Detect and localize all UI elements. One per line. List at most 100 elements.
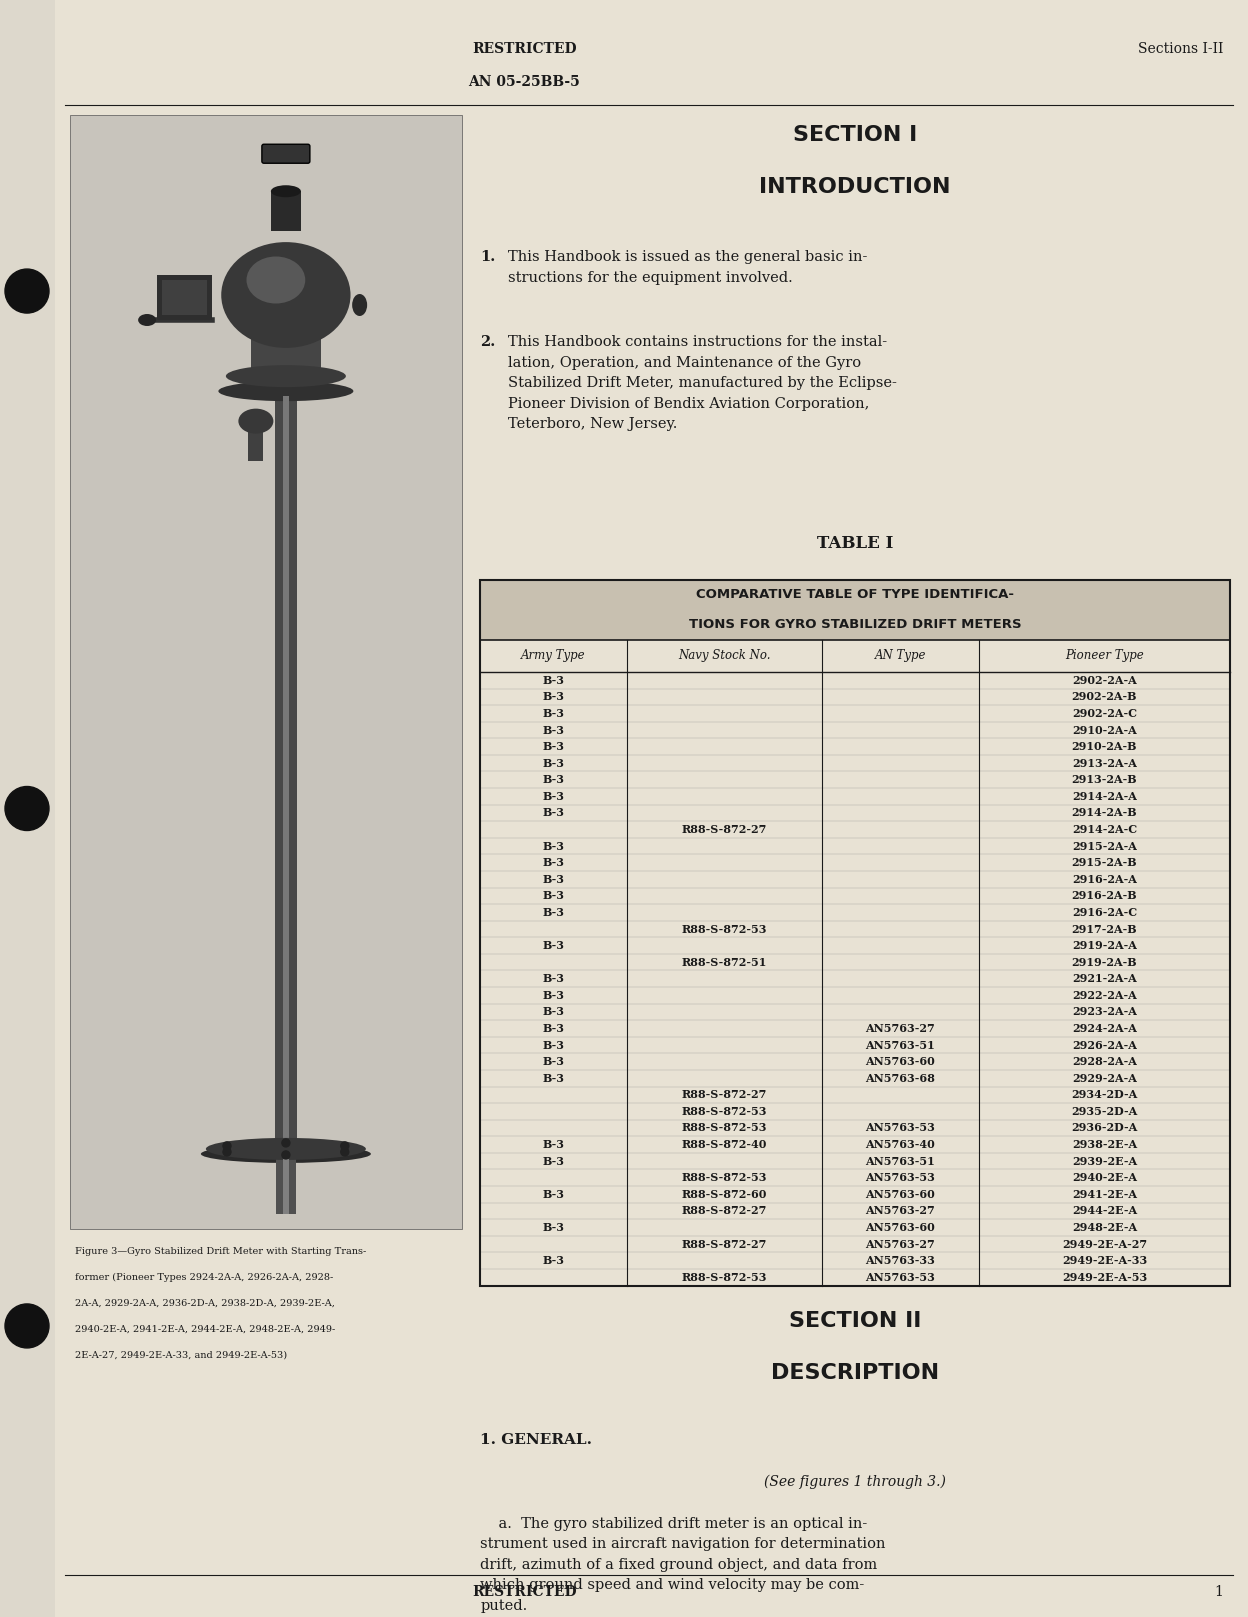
Text: AN5763-27: AN5763-27: [865, 1205, 935, 1216]
Text: B-3: B-3: [543, 1188, 564, 1200]
Text: B-3: B-3: [543, 1255, 564, 1266]
Text: TIONS FOR GYRO STABILIZED DRIFT METERS: TIONS FOR GYRO STABILIZED DRIFT METERS: [689, 618, 1022, 631]
Text: 1.: 1.: [480, 251, 495, 264]
Text: R88-S-872-51: R88-S-872-51: [681, 957, 766, 967]
Text: Pioneer Type: Pioneer Type: [1065, 650, 1144, 663]
Circle shape: [5, 1303, 49, 1349]
Text: B-3: B-3: [543, 674, 564, 686]
Text: 2924-2A-A: 2924-2A-A: [1072, 1024, 1137, 1033]
Text: B-3: B-3: [543, 907, 564, 918]
Text: 2914-2A-A: 2914-2A-A: [1072, 791, 1137, 802]
Text: DESCRIPTION: DESCRIPTION: [771, 1363, 940, 1383]
Text: former (Pioneer Types 2924-2A-A, 2926-2A-A, 2928-: former (Pioneer Types 2924-2A-A, 2926-2A…: [75, 1273, 333, 1282]
Ellipse shape: [201, 1145, 371, 1163]
Text: 2940-2E-A: 2940-2E-A: [1072, 1172, 1137, 1184]
Text: 2949-2E-A-27: 2949-2E-A-27: [1062, 1239, 1147, 1250]
Text: This Handbook is issued as the general basic in-
structions for the equipment in: This Handbook is issued as the general b…: [508, 251, 867, 285]
Text: This Handbook contains instructions for the instal-
lation, Operation, and Maint: This Handbook contains instructions for …: [508, 335, 897, 432]
Text: B-3: B-3: [543, 775, 564, 786]
Text: 1. GENERAL.: 1. GENERAL.: [480, 1433, 593, 1447]
Text: B-3: B-3: [543, 1006, 564, 1017]
Text: AN 05-25BB-5: AN 05-25BB-5: [468, 74, 580, 89]
Text: B-3: B-3: [543, 708, 564, 720]
Ellipse shape: [226, 365, 346, 386]
Text: 2910-2A-A: 2910-2A-A: [1072, 724, 1137, 736]
Text: 2939-2E-A: 2939-2E-A: [1072, 1156, 1137, 1166]
Text: 2940-2E-A, 2941-2E-A, 2944-2E-A, 2948-2E-A, 2949-: 2940-2E-A, 2941-2E-A, 2944-2E-A, 2948-2E…: [75, 1324, 336, 1334]
Text: B-3: B-3: [543, 807, 564, 818]
Text: (See figures 1 through 3.): (See figures 1 through 3.): [764, 1475, 946, 1489]
Bar: [162, 280, 207, 315]
Text: 2919-2A-A: 2919-2A-A: [1072, 939, 1137, 951]
Text: 2913-2A-B: 2913-2A-B: [1072, 775, 1137, 786]
FancyBboxPatch shape: [262, 144, 310, 163]
Ellipse shape: [352, 294, 367, 315]
Text: R88-S-872-40: R88-S-872-40: [681, 1138, 766, 1150]
Text: B-3: B-3: [543, 891, 564, 901]
Text: B-3: B-3: [543, 1222, 564, 1234]
Text: R88-S-872-53: R88-S-872-53: [681, 1172, 766, 1184]
Text: 2948-2E-A: 2948-2E-A: [1072, 1222, 1137, 1234]
Text: R88-S-872-53: R88-S-872-53: [681, 1106, 766, 1117]
Text: 2916-2A-C: 2916-2A-C: [1072, 907, 1137, 918]
Text: 2926-2A-A: 2926-2A-A: [1072, 1040, 1137, 1051]
Text: B-3: B-3: [543, 758, 564, 768]
Text: AN5763-27: AN5763-27: [865, 1024, 935, 1033]
Text: B-3: B-3: [543, 692, 564, 702]
Text: B-3: B-3: [543, 1040, 564, 1051]
Text: 2902-2A-B: 2902-2A-B: [1072, 692, 1137, 702]
Ellipse shape: [139, 314, 156, 327]
Text: Figure 3—Gyro Stabilized Drift Meter with Starting Trans-: Figure 3—Gyro Stabilized Drift Meter wit…: [75, 1247, 366, 1256]
Text: 2914-2A-B: 2914-2A-B: [1072, 807, 1137, 818]
Text: TABLE I: TABLE I: [817, 535, 894, 551]
Text: Army Type: Army Type: [522, 650, 585, 663]
Text: R88-S-872-53: R88-S-872-53: [681, 1271, 766, 1282]
Bar: [283, 396, 288, 1150]
Text: AN5763-60: AN5763-60: [865, 1222, 935, 1234]
Bar: [283, 1159, 288, 1214]
Text: AN5763-53: AN5763-53: [865, 1122, 935, 1134]
Ellipse shape: [238, 409, 273, 433]
Circle shape: [223, 1142, 231, 1150]
Text: B-3: B-3: [543, 990, 564, 1001]
Bar: [0, 0, 55, 1617]
Text: 2944-2E-A: 2944-2E-A: [1072, 1205, 1137, 1216]
Text: B-3: B-3: [543, 1072, 564, 1083]
Text: AN5763-51: AN5763-51: [865, 1040, 935, 1051]
Text: B-3: B-3: [543, 1156, 564, 1166]
Bar: [70, 115, 462, 1229]
Text: AN5763-53: AN5763-53: [865, 1271, 935, 1282]
Text: B-3: B-3: [543, 1024, 564, 1033]
Text: Navy Stock No.: Navy Stock No.: [678, 650, 770, 663]
Circle shape: [5, 268, 49, 314]
Text: B-3: B-3: [543, 857, 564, 868]
Text: 1: 1: [1214, 1585, 1223, 1599]
Text: AN5763-33: AN5763-33: [865, 1255, 935, 1266]
Text: 2949-2E-A-33: 2949-2E-A-33: [1062, 1255, 1147, 1266]
Bar: [248, 420, 263, 461]
Circle shape: [341, 1142, 348, 1150]
Text: B-3: B-3: [543, 1138, 564, 1150]
Bar: [157, 275, 212, 320]
Text: 2928-2A-A: 2928-2A-A: [1072, 1056, 1137, 1067]
Text: 2935-2D-A: 2935-2D-A: [1071, 1106, 1138, 1117]
Circle shape: [282, 1151, 290, 1159]
Text: AN5763-51: AN5763-51: [865, 1156, 935, 1166]
Bar: [276, 1159, 296, 1214]
Text: B-3: B-3: [543, 1056, 564, 1067]
Text: SECTION I: SECTION I: [794, 125, 917, 146]
Text: AN5763-53: AN5763-53: [865, 1172, 935, 1184]
Text: 2902-2A-C: 2902-2A-C: [1072, 708, 1137, 720]
Circle shape: [5, 786, 49, 831]
Text: 2921-2A-A: 2921-2A-A: [1072, 973, 1137, 985]
Text: AN5763-68: AN5763-68: [865, 1072, 935, 1083]
Text: R88-S-872-27: R88-S-872-27: [681, 1205, 766, 1216]
Text: 2E-A-27, 2949-2E-A-33, and 2949-2E-A-53): 2E-A-27, 2949-2E-A-33, and 2949-2E-A-53): [75, 1350, 287, 1360]
Text: AN5763-40: AN5763-40: [865, 1138, 935, 1150]
Text: AN5763-60: AN5763-60: [865, 1188, 935, 1200]
Text: RESTRICTED: RESTRICTED: [472, 1585, 577, 1599]
Text: AN Type: AN Type: [875, 650, 926, 663]
Text: Sections I-II: Sections I-II: [1138, 42, 1223, 57]
Text: B-3: B-3: [543, 973, 564, 985]
Text: B-3: B-3: [543, 741, 564, 752]
